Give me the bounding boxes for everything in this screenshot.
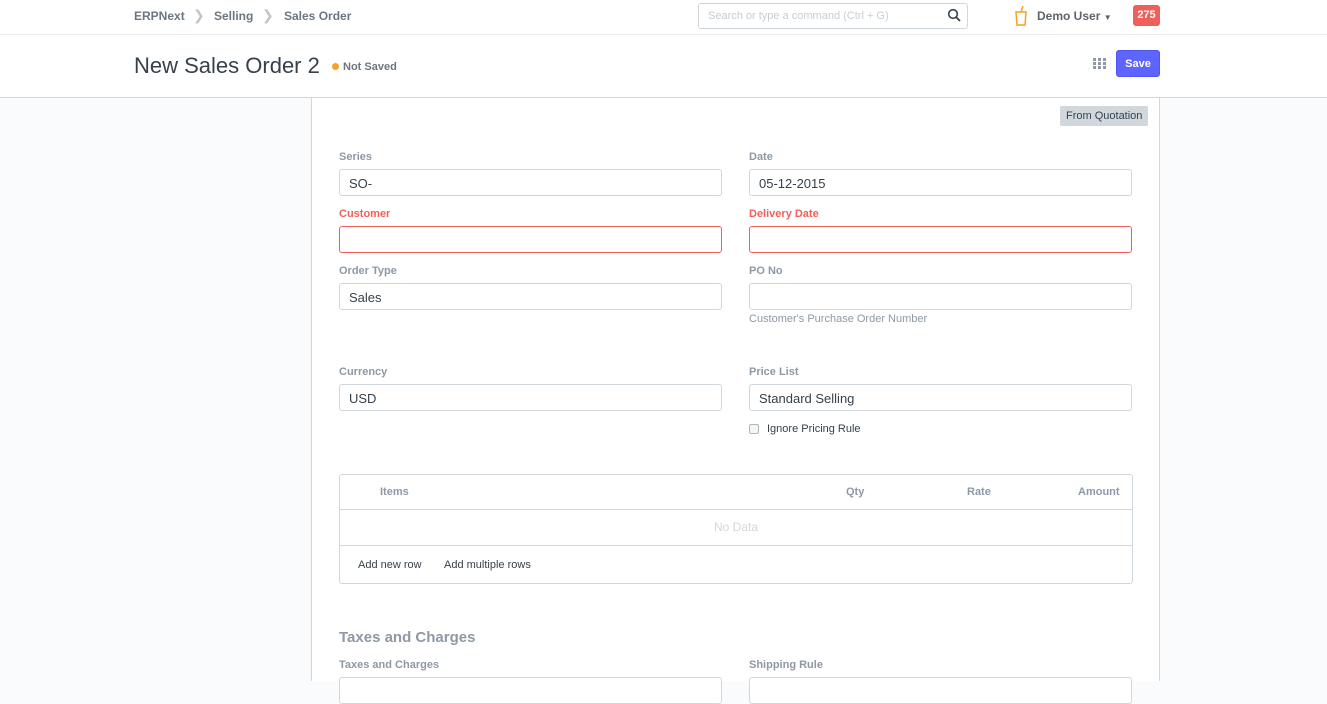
items-table: Items Qty Rate Amount No Data Add new ro… — [339, 474, 1133, 584]
caret-down-icon: ▼ — [1103, 13, 1112, 22]
order-type-label: Order Type — [339, 265, 397, 277]
form-panel: From Quotation Series SO- Date 05-12-201… — [311, 98, 1160, 704]
no-data-text: No Data — [713, 520, 759, 534]
delivery-date-label: Delivery Date — [749, 208, 819, 220]
ignore-pricing-rule-checkbox[interactable] — [749, 424, 759, 434]
chevron-right-icon: ❯ — [262, 7, 274, 23]
divider — [340, 509, 1132, 510]
currency-field[interactable]: USD — [339, 384, 722, 411]
notification-badge[interactable]: 275 — [1133, 5, 1160, 26]
customer-field[interactable] — [339, 226, 722, 253]
date-field[interactable]: 05-12-2015 — [749, 169, 1132, 196]
po-no-field[interactable] — [749, 283, 1132, 310]
shipping-rule-field[interactable] — [749, 677, 1132, 704]
currency-label: Currency — [339, 366, 388, 378]
taxes-label: Taxes and Charges — [339, 659, 440, 671]
series-label: Series — [339, 151, 373, 163]
divider — [340, 545, 1132, 546]
cup-logo-icon — [1015, 5, 1027, 26]
section-heading-taxes: Taxes and Charges — [339, 629, 476, 646]
column-items: Items — [380, 486, 409, 498]
user-name: Demo User — [1037, 9, 1101, 23]
chevron-right-icon: ❯ — [193, 7, 205, 23]
save-button[interactable]: Save — [1116, 50, 1160, 77]
breadcrumb-erpnext[interactable]: ERPNext — [134, 9, 185, 23]
price-list-label: Price List — [749, 366, 799, 378]
status-text: Not Saved — [343, 61, 397, 73]
taxes-field[interactable] — [339, 677, 722, 704]
series-field[interactable]: SO- — [339, 169, 722, 196]
navbar: ERPNext ❯ Selling ❯ Sales Order Search o… — [0, 0, 1327, 35]
po-no-label: PO No — [749, 265, 783, 277]
column-rate: Rate — [967, 486, 991, 498]
add-new-row-button[interactable]: Add new row — [358, 559, 422, 571]
search-icon[interactable] — [947, 8, 961, 22]
order-type-select[interactable]: Sales — [339, 283, 722, 310]
user-menu[interactable]: Demo User ▼ — [1037, 9, 1112, 23]
page-head: New Sales Order 2 Not Saved Save — [0, 35, 1327, 98]
breadcrumb-sales-order[interactable]: Sales Order — [284, 9, 352, 23]
ignore-pricing-rule-label: Ignore Pricing Rule — [767, 423, 861, 435]
shipping-rule-label: Shipping Rule — [749, 659, 823, 671]
delivery-date-field[interactable] — [749, 226, 1132, 253]
page-title: New Sales Order 2 — [134, 53, 320, 78]
date-label: Date — [749, 151, 773, 163]
search-input[interactable]: Search or type a command (Ctrl + G) — [698, 3, 968, 29]
status-dot-icon — [332, 63, 339, 70]
grid-menu-icon[interactable] — [1093, 58, 1106, 69]
price-list-field[interactable]: Standard Selling — [749, 384, 1132, 411]
status-indicator: Not Saved — [332, 61, 397, 73]
column-amount: Amount — [1078, 486, 1120, 498]
po-no-help: Customer's Purchase Order Number — [749, 313, 928, 325]
customer-label: Customer — [339, 208, 391, 220]
add-multiple-rows-button[interactable]: Add multiple rows — [444, 559, 531, 571]
column-qty: Qty — [846, 486, 865, 498]
breadcrumb-selling[interactable]: Selling — [214, 9, 254, 23]
search-placeholder: Search or type a command (Ctrl + G) — [708, 10, 889, 22]
from-quotation-button[interactable]: From Quotation — [1060, 106, 1149, 126]
